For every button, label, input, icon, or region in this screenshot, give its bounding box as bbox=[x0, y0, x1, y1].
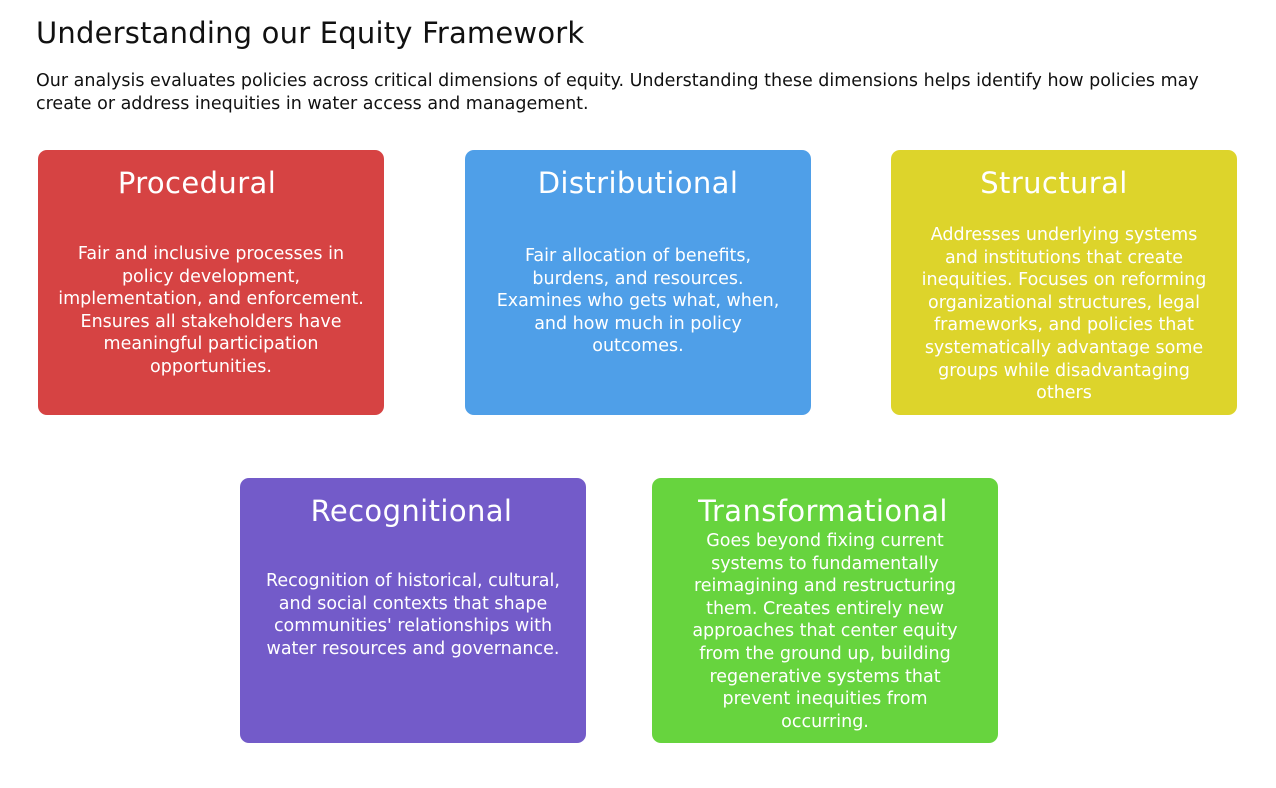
card-transformational: Transformational Goes beyond fixing curr… bbox=[652, 478, 998, 743]
card-structural: Structural Addresses underlying systems … bbox=[891, 150, 1237, 415]
card-procedural: Procedural Fair and inclusive processes … bbox=[38, 150, 384, 415]
card-description: Recognition of historical, cultural, and… bbox=[266, 571, 560, 659]
card-title: Transformational bbox=[698, 494, 948, 528]
card-title: Procedural bbox=[117, 166, 277, 200]
card-description: Fair and inclusive processes in policy d… bbox=[58, 244, 364, 377]
card-distributional: Distributional Fair allocation of benefi… bbox=[465, 150, 811, 415]
card-recognitional: Recognitional Recognition of historical,… bbox=[240, 478, 586, 743]
intro-text: Our analysis evaluates policies across c… bbox=[36, 71, 1199, 114]
card-title: Distributional bbox=[537, 166, 739, 200]
card-description: Addresses underlying systems and institu… bbox=[921, 225, 1207, 404]
card-title: Recognitional bbox=[310, 494, 513, 528]
card-title: Structural bbox=[980, 166, 1128, 200]
card-description: Fair allocation of benefits, burdens, an… bbox=[496, 246, 780, 357]
page-title: Understanding our Equity Framework bbox=[36, 16, 585, 50]
card-description: Goes beyond fixing current systems to fu… bbox=[692, 531, 958, 732]
